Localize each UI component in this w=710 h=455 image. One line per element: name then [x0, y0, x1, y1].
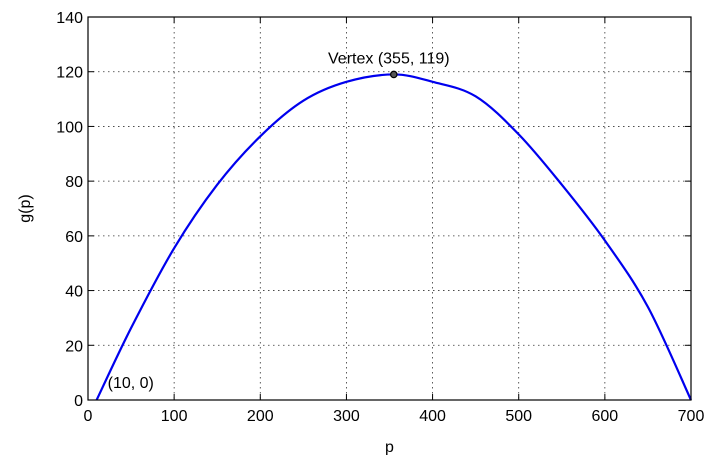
- y-tick-label: 120: [56, 65, 83, 82]
- y-tick-label: 20: [65, 338, 83, 355]
- y-tick-label: 60: [65, 229, 83, 246]
- annotations: Vertex (355, 119) (10, 0): [108, 50, 450, 392]
- x-tick-label: 100: [161, 408, 188, 425]
- x-tick-label: 200: [247, 408, 274, 425]
- x-tick-label: 400: [419, 408, 446, 425]
- y-tick-label: 140: [56, 10, 83, 27]
- axis-ticks: 0 100 200 300 400 500 600 700 0 20 40 60 80 100 120 140: [56, 10, 704, 425]
- y-tick-label: 0: [74, 393, 83, 410]
- y-tick-label: 40: [65, 284, 83, 301]
- grid: [88, 17, 691, 400]
- y-tick-label: 80: [65, 174, 83, 191]
- x-tick-label: 0: [84, 408, 93, 425]
- x-tick-label: 500: [505, 408, 532, 425]
- vertex-marker: [390, 70, 398, 79]
- plot-area: [95, 73, 692, 401]
- x-tick-label: 600: [592, 408, 619, 425]
- root-label: (10, 0): [108, 375, 154, 392]
- vertex-label: Vertex (355, 119): [328, 50, 450, 67]
- series-line: [95, 73, 692, 401]
- x-tick-label: 700: [678, 408, 705, 425]
- y-axis-label: g(p): [17, 194, 34, 222]
- plot-frame: [87, 16, 692, 401]
- x-tick-label: 300: [333, 408, 360, 425]
- y-tick-label: 100: [56, 119, 83, 136]
- x-axis-label: p: [385, 439, 394, 455]
